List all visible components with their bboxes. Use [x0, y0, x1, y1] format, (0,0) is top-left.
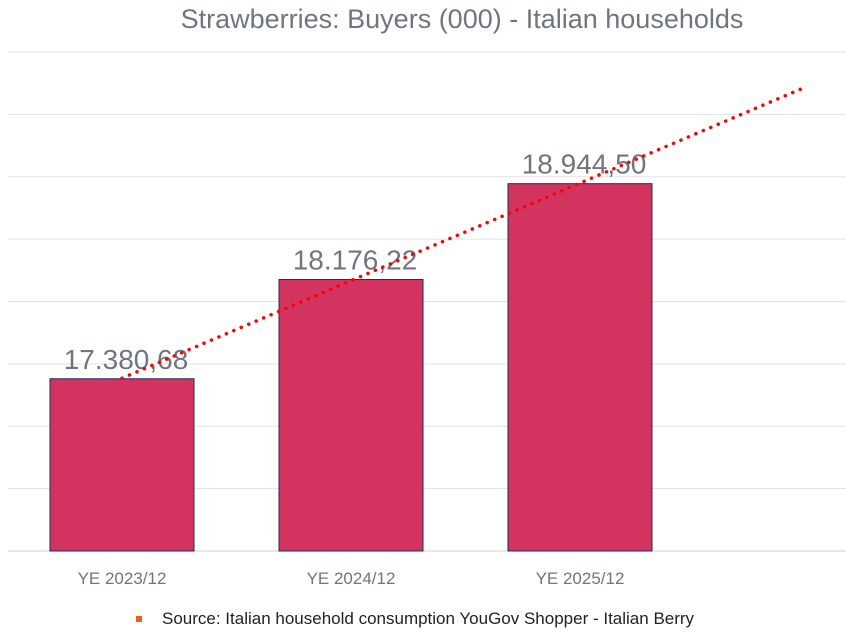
bar — [49, 378, 195, 552]
legend-marker — [136, 616, 142, 622]
x-tick-label: YE 2024/12 — [307, 569, 396, 588]
legend: Source: Italian household consumption Yo… — [136, 609, 694, 629]
bar — [507, 183, 653, 552]
data-label: 18.944,50 — [522, 149, 647, 180]
chart-title: Strawberries: Buyers (000) - Italian hou… — [180, 4, 744, 34]
bar — [278, 279, 424, 552]
legend-label: Source: Italian household consumption Yo… — [162, 609, 695, 628]
x-tick-label: YE 2023/12 — [78, 569, 167, 588]
x-tick-label: YE 2025/12 — [536, 569, 625, 588]
data-label: 17.380,68 — [64, 344, 189, 375]
trendline — [120, 85, 807, 380]
